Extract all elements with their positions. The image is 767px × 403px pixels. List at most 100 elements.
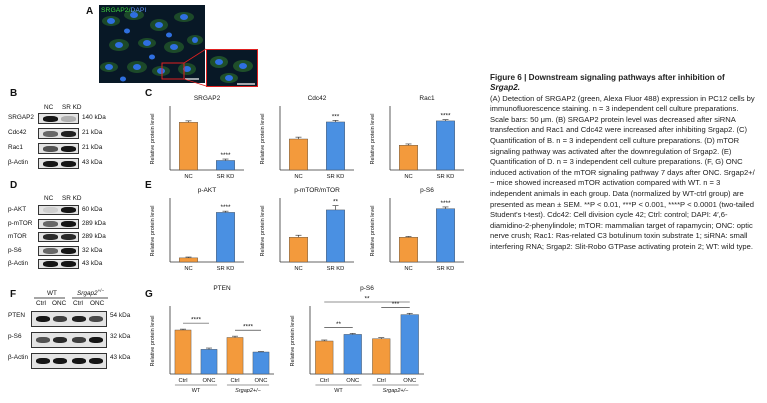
- panel_d-band: [61, 234, 76, 240]
- tick-label: SR KD: [437, 266, 455, 272]
- panel_d-kda-label: 32 kDa: [82, 246, 103, 254]
- y-axis-label: Relative protein level: [260, 113, 266, 164]
- panel_d-band: [61, 247, 76, 254]
- significance-marker: ***: [332, 113, 340, 120]
- chart-title: SRGAP2: [194, 95, 221, 102]
- bar-ctrl: [315, 340, 334, 375]
- group-label: Srgap2+/−: [235, 388, 261, 394]
- panel_d-kda-label: 60 kDa: [82, 206, 103, 213]
- significance-marker: ****: [440, 200, 451, 207]
- tick-label: ONC: [403, 378, 416, 384]
- panel_d-kda-label: 289 kDa: [82, 219, 106, 227]
- zoom-connector: [184, 48, 207, 87]
- significance-marker: ****: [440, 113, 451, 120]
- group-underlines: [34, 297, 108, 299]
- chart-title: Cdc42: [308, 95, 327, 102]
- panel_b-blot-strip: [38, 113, 79, 124]
- panel_f-kda-label: 32 kDa: [110, 333, 131, 340]
- tick-label: NC: [184, 174, 192, 180]
- lane-header-nc-d: NC: [44, 195, 54, 202]
- stain-label: SRGAP2/DAPI: [101, 7, 146, 14]
- bar-nc: [399, 237, 418, 263]
- panel_b-kda-label: 21 kDa: [82, 144, 103, 151]
- group-label-srgap2: Srgap2+/−: [77, 288, 104, 297]
- panel_b-row-label: SRGAP2: [8, 114, 34, 121]
- panel_b-band: [43, 130, 58, 137]
- bar-onc: [343, 334, 362, 375]
- panel_d-row-label: mTOR: [8, 233, 27, 240]
- panel_d-band: [43, 261, 58, 267]
- panel-letter-g: G: [145, 289, 153, 300]
- significance-marker: ****: [191, 317, 202, 324]
- bar-sr-kd: [326, 121, 345, 171]
- y-axis-label: Relative protein level: [370, 205, 376, 256]
- group-label: Srgap2+/−: [383, 388, 409, 394]
- chart-srgap2: SRGAP2 Relative protein level NC SR KD ****: [150, 95, 244, 180]
- bar-sr-kd: [436, 208, 455, 263]
- tick-label: ONC: [203, 378, 216, 384]
- significance-marker: ****: [220, 152, 231, 159]
- panel_f-row-label: p-S6: [8, 333, 22, 340]
- tick-label: NC: [404, 174, 412, 180]
- panel_f-band: [89, 316, 103, 322]
- panel_b-band: [61, 145, 76, 152]
- chart-p-s6: p-S6 Relative protein level NC SR KD ****: [370, 187, 464, 272]
- tick-label: NC: [184, 266, 192, 272]
- bar-nc: [289, 138, 308, 171]
- bar-sr-kd: [216, 160, 235, 171]
- lane-header-ctrl-1: Ctrl: [36, 300, 46, 307]
- panel_b-blot-strip: [38, 143, 79, 154]
- panel-letter-a: A: [86, 6, 94, 17]
- zoomed-inset-image: [206, 49, 258, 87]
- significance-marker: ****: [220, 204, 231, 211]
- tick-label: SR KD: [437, 174, 455, 180]
- panel_d-row-label: β-Actin: [8, 260, 29, 267]
- panel_d-blot-strip: [38, 218, 79, 229]
- bar-sr-kd: [326, 209, 345, 263]
- tick-label: NC: [404, 266, 412, 272]
- panel_f-blot-strip: [31, 353, 107, 369]
- panel_b-row-label: Rac1: [8, 144, 23, 151]
- tick-label: Ctrl: [377, 378, 386, 384]
- bar-nc: [179, 257, 198, 263]
- chart-rac1: Rac1 Relative protein level NC SR KD ****: [370, 95, 464, 180]
- lane-header-nc: NC: [44, 104, 54, 111]
- tick-label: SR KD: [217, 174, 235, 180]
- bar-onc: [400, 314, 419, 375]
- chart-title: p-AKT: [198, 187, 216, 194]
- chart-p-s6-onc: p-S6 Relative protein level Ctrl ONC Ctrl ONC…: [290, 285, 424, 394]
- bar-onc: [200, 349, 218, 375]
- panel_f-band: [36, 358, 50, 364]
- tick-label: Ctrl: [178, 378, 187, 384]
- panel_f-band: [53, 316, 67, 322]
- panel_d-band: [61, 261, 76, 267]
- y-axis-label: Relative protein level: [370, 113, 376, 164]
- panel_d-blot-strip: [38, 259, 79, 269]
- panel_b-band: [43, 160, 58, 167]
- panel_d-blot-strip: [38, 205, 79, 215]
- lane-header-srkd: SR KD: [62, 104, 82, 111]
- chart-title: p-S6: [360, 285, 374, 292]
- panel_d-blot-strip: [38, 245, 79, 256]
- bar-sr-kd: [216, 212, 235, 263]
- panel-letter-d: D: [10, 180, 18, 191]
- panel-letter-b: B: [10, 88, 18, 99]
- chart-title: Rac1: [419, 95, 435, 102]
- panel_f-kda-label: 54 kDa: [110, 312, 131, 319]
- significance-marker: ***: [392, 301, 400, 308]
- panel_d-row-label: p-S6: [8, 246, 22, 254]
- panel_f-band: [36, 337, 50, 343]
- panel_f-blot-strip: [31, 311, 107, 327]
- panel_d-band: [61, 207, 76, 213]
- group-label-srgap2-sup: +/−: [97, 288, 105, 293]
- caption-title-gene: Srgap2.: [490, 83, 521, 92]
- panel_d-band: [61, 220, 76, 227]
- significance-marker: **: [364, 296, 370, 303]
- lane-header-onc-1: ONC: [52, 300, 67, 307]
- panel_f-blot-strip: [31, 332, 107, 348]
- stain-label-dapi: DAPI: [130, 7, 147, 14]
- tick-label: Ctrl: [230, 378, 239, 384]
- chart-title: p-mTOR/mTOR: [294, 187, 340, 194]
- panel_f-band: [72, 358, 86, 364]
- panel_d-band: [43, 247, 58, 254]
